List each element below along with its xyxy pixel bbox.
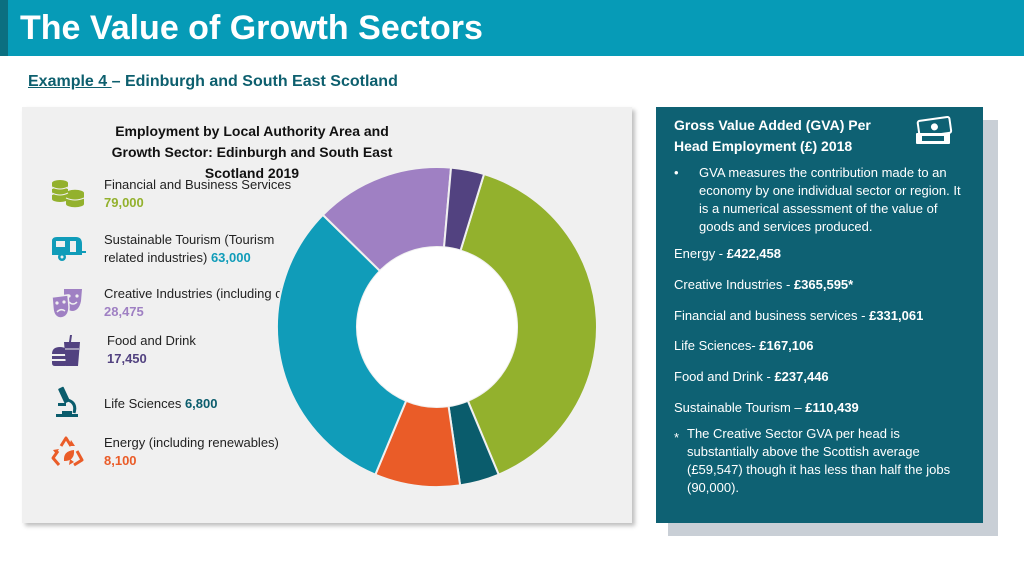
legend-text: Financial and Business Services 79,000 (104, 176, 314, 212)
legend-label: Life Sciences (104, 396, 182, 411)
note-marker: * (674, 430, 680, 445)
chart-title: Employment by Local Authority Area and G… (111, 123, 393, 181)
page-title: The Value of Growth Sectors (20, 9, 483, 47)
legend-label: Energy (including renewables) (104, 435, 279, 450)
gva-item-tourism: Sustainable Tourism – £110,439 (674, 400, 859, 415)
legend-label: Financial and Business Services (104, 177, 292, 192)
legend-value: 17,450 (107, 351, 147, 366)
legend-text: Food and Drink 17,450 (107, 332, 317, 368)
caravan-icon (52, 237, 86, 261)
title-bar: The Value of Growth Sectors (0, 0, 1024, 56)
title-accent (0, 0, 8, 56)
coins-icon (51, 180, 85, 208)
legend-text: Life Sciences 6,800 (104, 395, 314, 413)
microscope-icon (56, 386, 78, 417)
legend-label: Creative Industries (including digital) (104, 286, 314, 301)
subtitle-prefix: Example 4 (28, 73, 112, 90)
legend-text: Creative Industries (including digital) … (104, 285, 314, 321)
employment-chart-panel: Employment by Local Authority Area and G… (22, 107, 632, 523)
legend-label: Food and Drink (107, 333, 196, 348)
gva-definition: GVA measures the contribution made to an… (699, 165, 961, 234)
subtitle-rest: – Edinburgh and South East Scotland (111, 73, 398, 90)
legend-value: 6,800 (184, 396, 218, 411)
legend-value: 79,000 (104, 195, 144, 210)
donut-hole (357, 247, 517, 407)
recycle-leaf-icon (51, 436, 84, 467)
gva-panel: Gross Value Added (GVA) Per Head Employm… (656, 107, 983, 523)
legend-value: 8,100 (104, 453, 137, 468)
fast-food-icon (52, 335, 80, 366)
gva-item-energy: Energy - £422,458 (674, 246, 781, 261)
legend-text: Energy (including renewables) 8,100 (104, 434, 314, 470)
theatre-masks-icon (51, 289, 82, 319)
legend-label: Sustainable Tourism (Tourism related ind… (104, 232, 275, 265)
legend-text: Sustainable Tourism (Tourism related ind… (104, 231, 314, 267)
gva-item-financial: Financial and business services - £331,0… (674, 308, 924, 323)
gva-item-life-sciences: Life Sciences- £167,106 (674, 338, 814, 353)
donut-chart (276, 166, 598, 488)
note-text: The Creative Sector GVA per head is subs… (687, 426, 951, 495)
page-subtitle: Example 4 – Edinburgh and South East Sco… (28, 73, 398, 91)
gva-item-creative: Creative Industries - £365,595* (674, 277, 854, 292)
legend-value: 63,000 (210, 250, 251, 265)
money-icon (916, 116, 953, 144)
gva-title: Gross Value Added (GVA) Per Head Employm… (674, 117, 871, 154)
legend-value: 28,475 (104, 304, 144, 319)
gva-item-food: Food and Drink - £237,446 (674, 369, 829, 384)
